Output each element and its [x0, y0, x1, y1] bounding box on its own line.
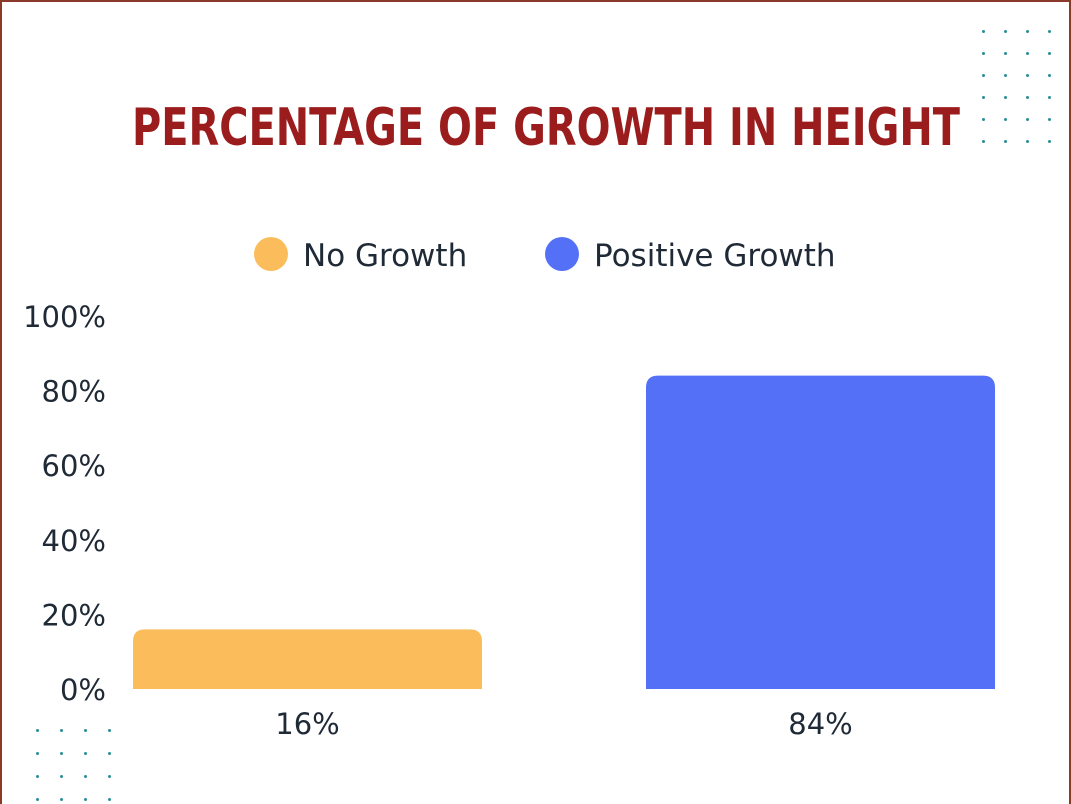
- dot: [982, 118, 985, 121]
- dot: [1004, 30, 1007, 33]
- dot: [84, 775, 87, 778]
- legend: No Growth Positive Growth: [254, 237, 836, 274]
- dot: [36, 729, 39, 732]
- dot: [1004, 140, 1007, 143]
- dot: [1026, 118, 1029, 121]
- dot: [1004, 118, 1007, 121]
- y-tick-label: 100%: [23, 300, 106, 334]
- dot: [84, 729, 87, 732]
- bar-no-growth: [133, 629, 482, 689]
- legend-label-1: Positive Growth: [594, 238, 836, 274]
- dot: [982, 30, 985, 33]
- value-labels: 16% 84%: [275, 707, 852, 741]
- dot: [36, 775, 39, 778]
- dot: [982, 96, 985, 99]
- dot: [982, 74, 985, 77]
- legend-label-0: No Growth: [303, 238, 467, 274]
- dot: [1026, 52, 1029, 55]
- dot: [1004, 74, 1007, 77]
- y-tick-label: 20%: [42, 598, 106, 632]
- dot: [36, 798, 39, 801]
- dot: [1026, 74, 1029, 77]
- legend-swatch-0: [254, 237, 288, 271]
- y-tick-label: 80%: [42, 375, 106, 409]
- dot: [84, 752, 87, 755]
- y-axis-tick-labels: 0% 20% 40% 60% 80% 100%: [23, 300, 106, 707]
- y-tick-label: 0%: [60, 673, 106, 707]
- dot: [60, 775, 63, 778]
- dot: [60, 752, 63, 755]
- dot: [1048, 140, 1051, 143]
- legend-swatch-1: [545, 237, 579, 271]
- dot: [1048, 30, 1051, 33]
- dot: [108, 752, 111, 755]
- dot: [60, 798, 63, 801]
- dot: [982, 140, 985, 143]
- y-tick-label: 40%: [42, 524, 106, 558]
- dot: [108, 798, 111, 801]
- dot: [60, 729, 63, 732]
- dot: [1048, 96, 1051, 99]
- dot: [108, 775, 111, 778]
- bars: [133, 375, 995, 689]
- dot: [1048, 118, 1051, 121]
- dot: [84, 798, 87, 801]
- y-tick-label: 60%: [42, 449, 106, 483]
- dot: [1004, 52, 1007, 55]
- dot: [1026, 140, 1029, 143]
- bar-value-label: 16%: [275, 707, 339, 741]
- bar-positive-growth: [646, 375, 995, 689]
- dot: [1026, 30, 1029, 33]
- dot: [36, 752, 39, 755]
- dot: [1048, 52, 1051, 55]
- dot: [108, 729, 111, 732]
- dot: [1026, 96, 1029, 99]
- dot: [1048, 74, 1051, 77]
- dot: [982, 52, 985, 55]
- bar-value-label: 84%: [788, 707, 852, 741]
- dot: [1004, 96, 1007, 99]
- chart-title: PERCENTAGE OF GROWTH IN HEIGHT: [132, 98, 960, 158]
